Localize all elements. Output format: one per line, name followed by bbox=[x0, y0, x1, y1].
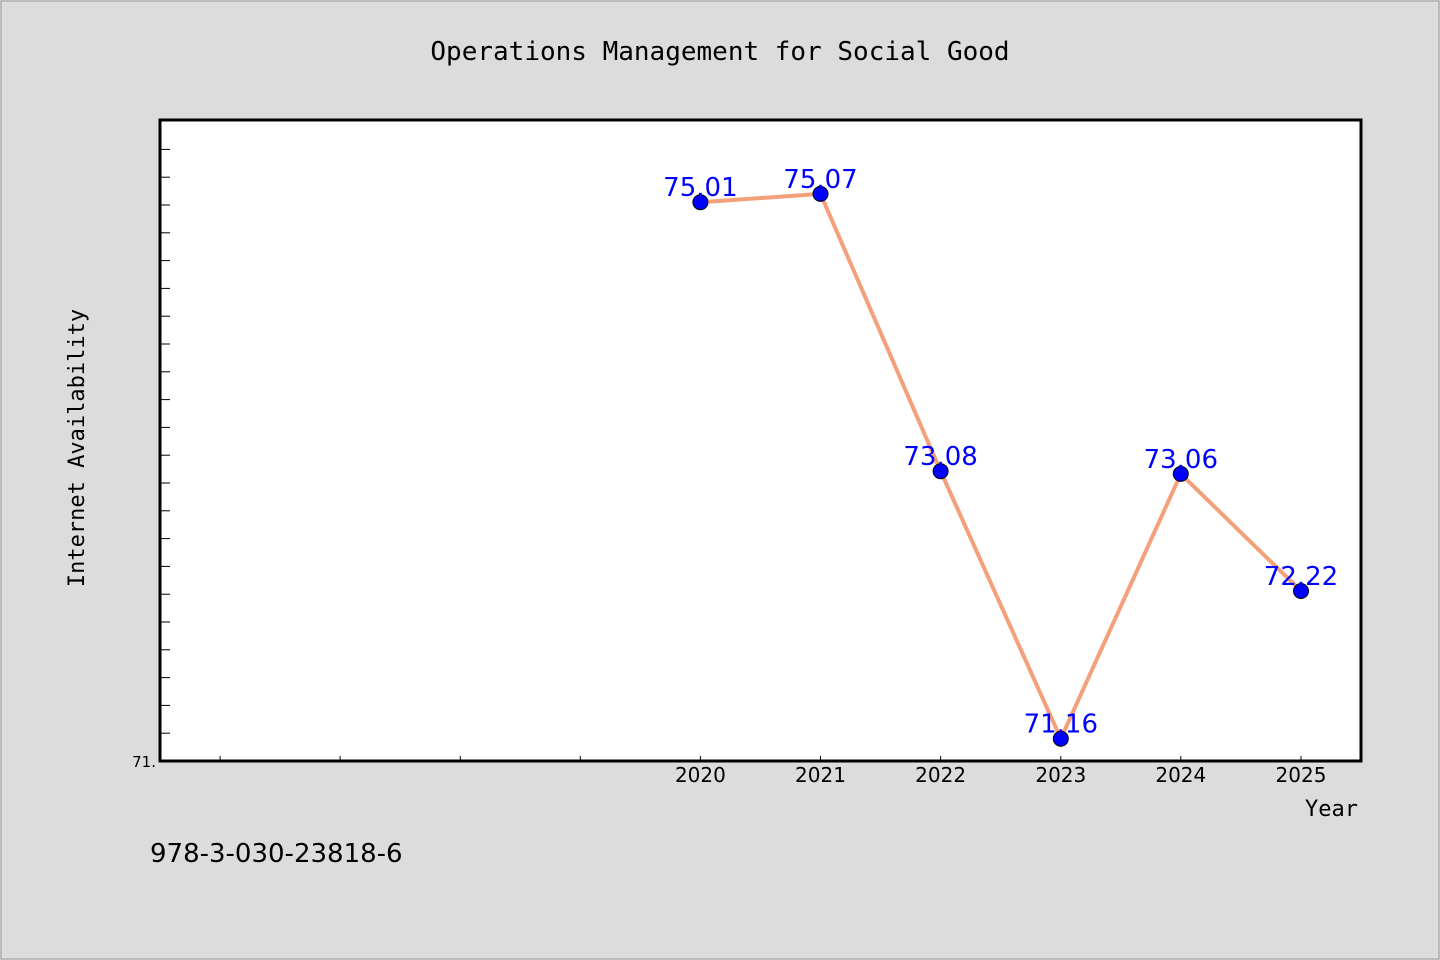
data-point bbox=[1293, 583, 1309, 599]
x-tick-label: 2022 bbox=[915, 763, 966, 787]
isbn-text: 978-3-030-23818-6 bbox=[150, 839, 403, 869]
y-tick-label: 71. bbox=[132, 753, 156, 771]
data-label: 72.22 bbox=[1264, 562, 1338, 592]
data-label: 73.06 bbox=[1144, 445, 1218, 475]
data-labels: 75.01 75.07 73.08 71.16 73.06 72.22 bbox=[663, 165, 1338, 740]
x-ticks bbox=[219, 756, 1302, 761]
plot-area bbox=[158, 118, 1363, 763]
data-point bbox=[812, 185, 829, 202]
x-tick-label: 2020 bbox=[675, 763, 726, 787]
y-axis-label: Internet Availability bbox=[65, 309, 90, 587]
x-tick-label: 2025 bbox=[1276, 763, 1327, 787]
data-point bbox=[932, 463, 949, 480]
data-label: 75.07 bbox=[783, 165, 857, 195]
data-point bbox=[692, 194, 709, 211]
x-tick-labels: 2020 2021 2022 2023 2024 2025 bbox=[675, 763, 1327, 787]
x-tick-label: 2024 bbox=[1155, 763, 1206, 787]
y-minor-ticks bbox=[160, 148, 170, 734]
data-label: 73.08 bbox=[903, 442, 977, 472]
data-point bbox=[1052, 730, 1069, 747]
data-point bbox=[1172, 465, 1189, 482]
series-line bbox=[698, 191, 1303, 741]
x-axis-label: Year bbox=[1305, 797, 1358, 822]
x-tick-label: 2023 bbox=[1035, 763, 1086, 787]
data-label: 75.01 bbox=[663, 173, 737, 203]
data-label: 71.16 bbox=[1024, 710, 1098, 740]
series-layer bbox=[692, 185, 1309, 747]
chart-title: Operations Management for Social Good bbox=[430, 37, 1009, 67]
x-tick-label: 2021 bbox=[795, 763, 846, 787]
